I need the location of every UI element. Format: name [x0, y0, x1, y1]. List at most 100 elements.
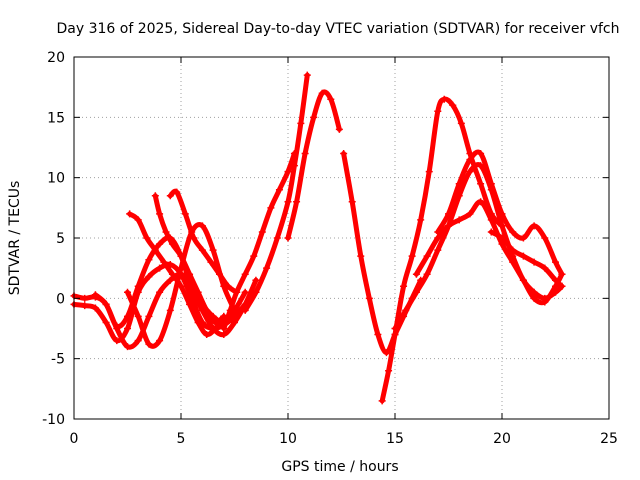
data-point-plus [267, 204, 275, 212]
data-point-plus [378, 397, 386, 405]
series-sat-14 [412, 198, 566, 306]
data-point-plus [263, 264, 271, 272]
data-point-plus [466, 168, 474, 176]
data-point-plus [252, 288, 260, 296]
data-point-plus [177, 264, 185, 272]
data-point-plus [519, 252, 527, 260]
y-tick-label: 5 [56, 231, 65, 247]
data-point-plus [487, 228, 495, 236]
x-tick-label: 5 [177, 431, 186, 447]
series-sat-9 [241, 71, 311, 314]
data-point-plus [509, 258, 517, 266]
data-point-plus [391, 331, 399, 339]
series-sat-10 [284, 89, 343, 242]
series-sat-7 [166, 188, 241, 296]
data-point-plus [134, 312, 142, 320]
data-point-plus [318, 89, 326, 97]
data-point-plus [220, 325, 228, 332]
data-point-plus [124, 325, 131, 332]
data-point-plus [509, 228, 517, 236]
x-axis-label: GPS time / hours [281, 459, 398, 475]
data-point-plus [327, 95, 335, 103]
data-point-plus [303, 71, 311, 79]
data-point-plus [113, 322, 121, 330]
data-point-plus [487, 180, 495, 188]
data-point-plus [530, 258, 538, 266]
data-point-plus [151, 246, 159, 254]
data-point-plus [552, 282, 559, 290]
data-point-plus [498, 210, 506, 218]
data-point-plus [124, 343, 131, 351]
series-trace [152, 193, 227, 326]
data-point-plus [186, 270, 194, 278]
data-point-plus [434, 107, 442, 115]
data-point-plus [231, 318, 238, 326]
data-point-plus [293, 198, 301, 206]
data-point-plus [145, 312, 153, 320]
data-point-plus [417, 216, 425, 224]
data-point-plus [365, 294, 373, 302]
data-point-plus [434, 246, 442, 254]
y-axis-label: SDTVAR / TECUs [7, 181, 23, 296]
data-point-plus [156, 264, 164, 272]
chart-title: Day 316 of 2025, Sidereal Day-to-day VTE… [56, 21, 619, 37]
data-point-plus [124, 312, 131, 320]
data-point-plus [455, 216, 463, 224]
data-point-plus [541, 234, 549, 242]
y-tick-label: 20 [47, 50, 65, 66]
x-tick-label: 20 [493, 431, 511, 447]
data-point-plus [455, 180, 463, 188]
data-point-plus [209, 246, 217, 254]
data-point-plus [186, 300, 194, 308]
data-point-plus [166, 192, 174, 200]
data-point-plus [284, 198, 292, 206]
data-point-plus [102, 300, 110, 308]
data-point-plus [252, 276, 260, 284]
data-point-plus [487, 216, 495, 224]
data-point-plus [466, 156, 474, 164]
data-point-plus [224, 282, 232, 290]
data-point-plus [143, 234, 151, 242]
data-point-plus [290, 162, 298, 170]
data-point-plus [552, 258, 559, 266]
data-point-plus [207, 258, 215, 266]
data-point-plus [156, 240, 164, 248]
data-point-plus [91, 304, 99, 312]
data-point-plus [558, 270, 566, 278]
data-point-plus [477, 198, 485, 206]
data-point-plus [477, 180, 485, 188]
data-point-plus [168, 270, 176, 278]
data-point-plus [124, 288, 131, 296]
data-point-plus [357, 252, 365, 260]
data-point-plus [160, 258, 168, 266]
data-point-plus [126, 210, 134, 218]
data-point-plus [284, 234, 292, 242]
series-sat-12 [378, 95, 506, 405]
data-point-plus [434, 234, 442, 242]
series-trace [242, 72, 310, 313]
data-point-plus [134, 337, 142, 345]
series-sat-15 [434, 149, 566, 278]
data-point-plus [457, 119, 465, 127]
data-point-plus [177, 252, 185, 260]
data-point-plus [166, 276, 174, 284]
data-point-plus [173, 188, 181, 196]
series-sat-13 [391, 162, 566, 332]
data-point-plus [335, 125, 343, 133]
data-point-plus [226, 306, 234, 314]
grid-layer [74, 57, 609, 419]
data-point-plus [198, 246, 206, 254]
data-point-plus [391, 325, 399, 332]
data-point-plus [181, 210, 189, 218]
data-point-plus [374, 331, 382, 339]
data-point-plus [530, 294, 538, 302]
data-point-plus [385, 367, 393, 375]
data-point-plus [558, 282, 566, 290]
data-point-plus [145, 273, 153, 281]
data-point-plus [250, 252, 258, 260]
y-tick-label: -10 [42, 412, 65, 428]
data-point-plus [203, 306, 211, 314]
data-point-plus [445, 222, 452, 230]
data-point-plus [297, 119, 305, 127]
